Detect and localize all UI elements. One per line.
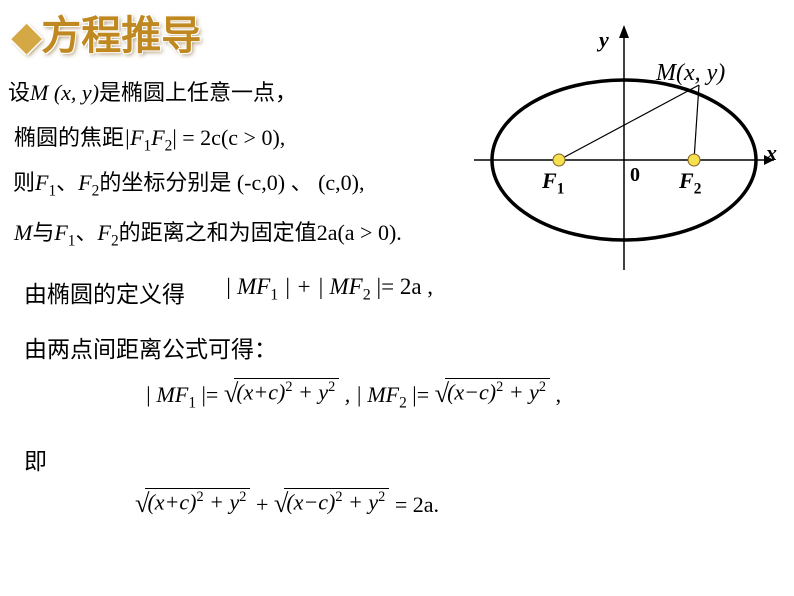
line-2: 椭圆的焦距|F1F2| = 2c(c > 0), <box>14 120 285 155</box>
line-3: 则F1、F2的坐标分别是 (-c,0) 、 (c,0), <box>13 165 365 200</box>
origin-label: 0 <box>630 164 640 187</box>
line-6: 由两点间距离公式可得： <box>24 330 277 364</box>
line-5-math: | MF1 | + | MF2 |= 2a , <box>225 274 433 305</box>
line-9: √(x+c)2 + y2 + √(x−c)2 + y2 = 2a. <box>135 488 439 519</box>
f2-label: F2 <box>679 168 701 198</box>
focus-f1 <box>553 154 565 166</box>
f1-label: F1 <box>542 168 564 198</box>
x-label: x <box>766 140 777 166</box>
y-arrow-icon <box>619 25 629 38</box>
ellipse-diagram: y x M(x, y) F1 F2 0 <box>464 20 784 270</box>
line-f2-m <box>694 85 699 160</box>
focus-f2 <box>688 154 700 166</box>
diamond-icon: ◆ <box>12 16 41 58</box>
diagram-svg <box>464 20 784 270</box>
m-label: M(x, y) <box>656 60 725 87</box>
line-8: 即 <box>24 442 47 476</box>
page-title: ◆方程推导 <box>12 3 201 61</box>
line-1: 设M (x, y)是椭圆上任意一点， <box>8 75 297 107</box>
line-7: | MF1 |= √(x+c)2 + y2 , | MF2 |= √(x−c)2… <box>145 378 561 412</box>
line-f1-m <box>559 85 699 160</box>
title-text: 方程推导 <box>41 14 201 58</box>
line-5-text: 由椭圆的定义得 <box>24 275 185 309</box>
y-label: y <box>599 27 609 53</box>
line-4: M与F1、F2的距离之和为固定值2a(a > 0). <box>14 215 402 250</box>
